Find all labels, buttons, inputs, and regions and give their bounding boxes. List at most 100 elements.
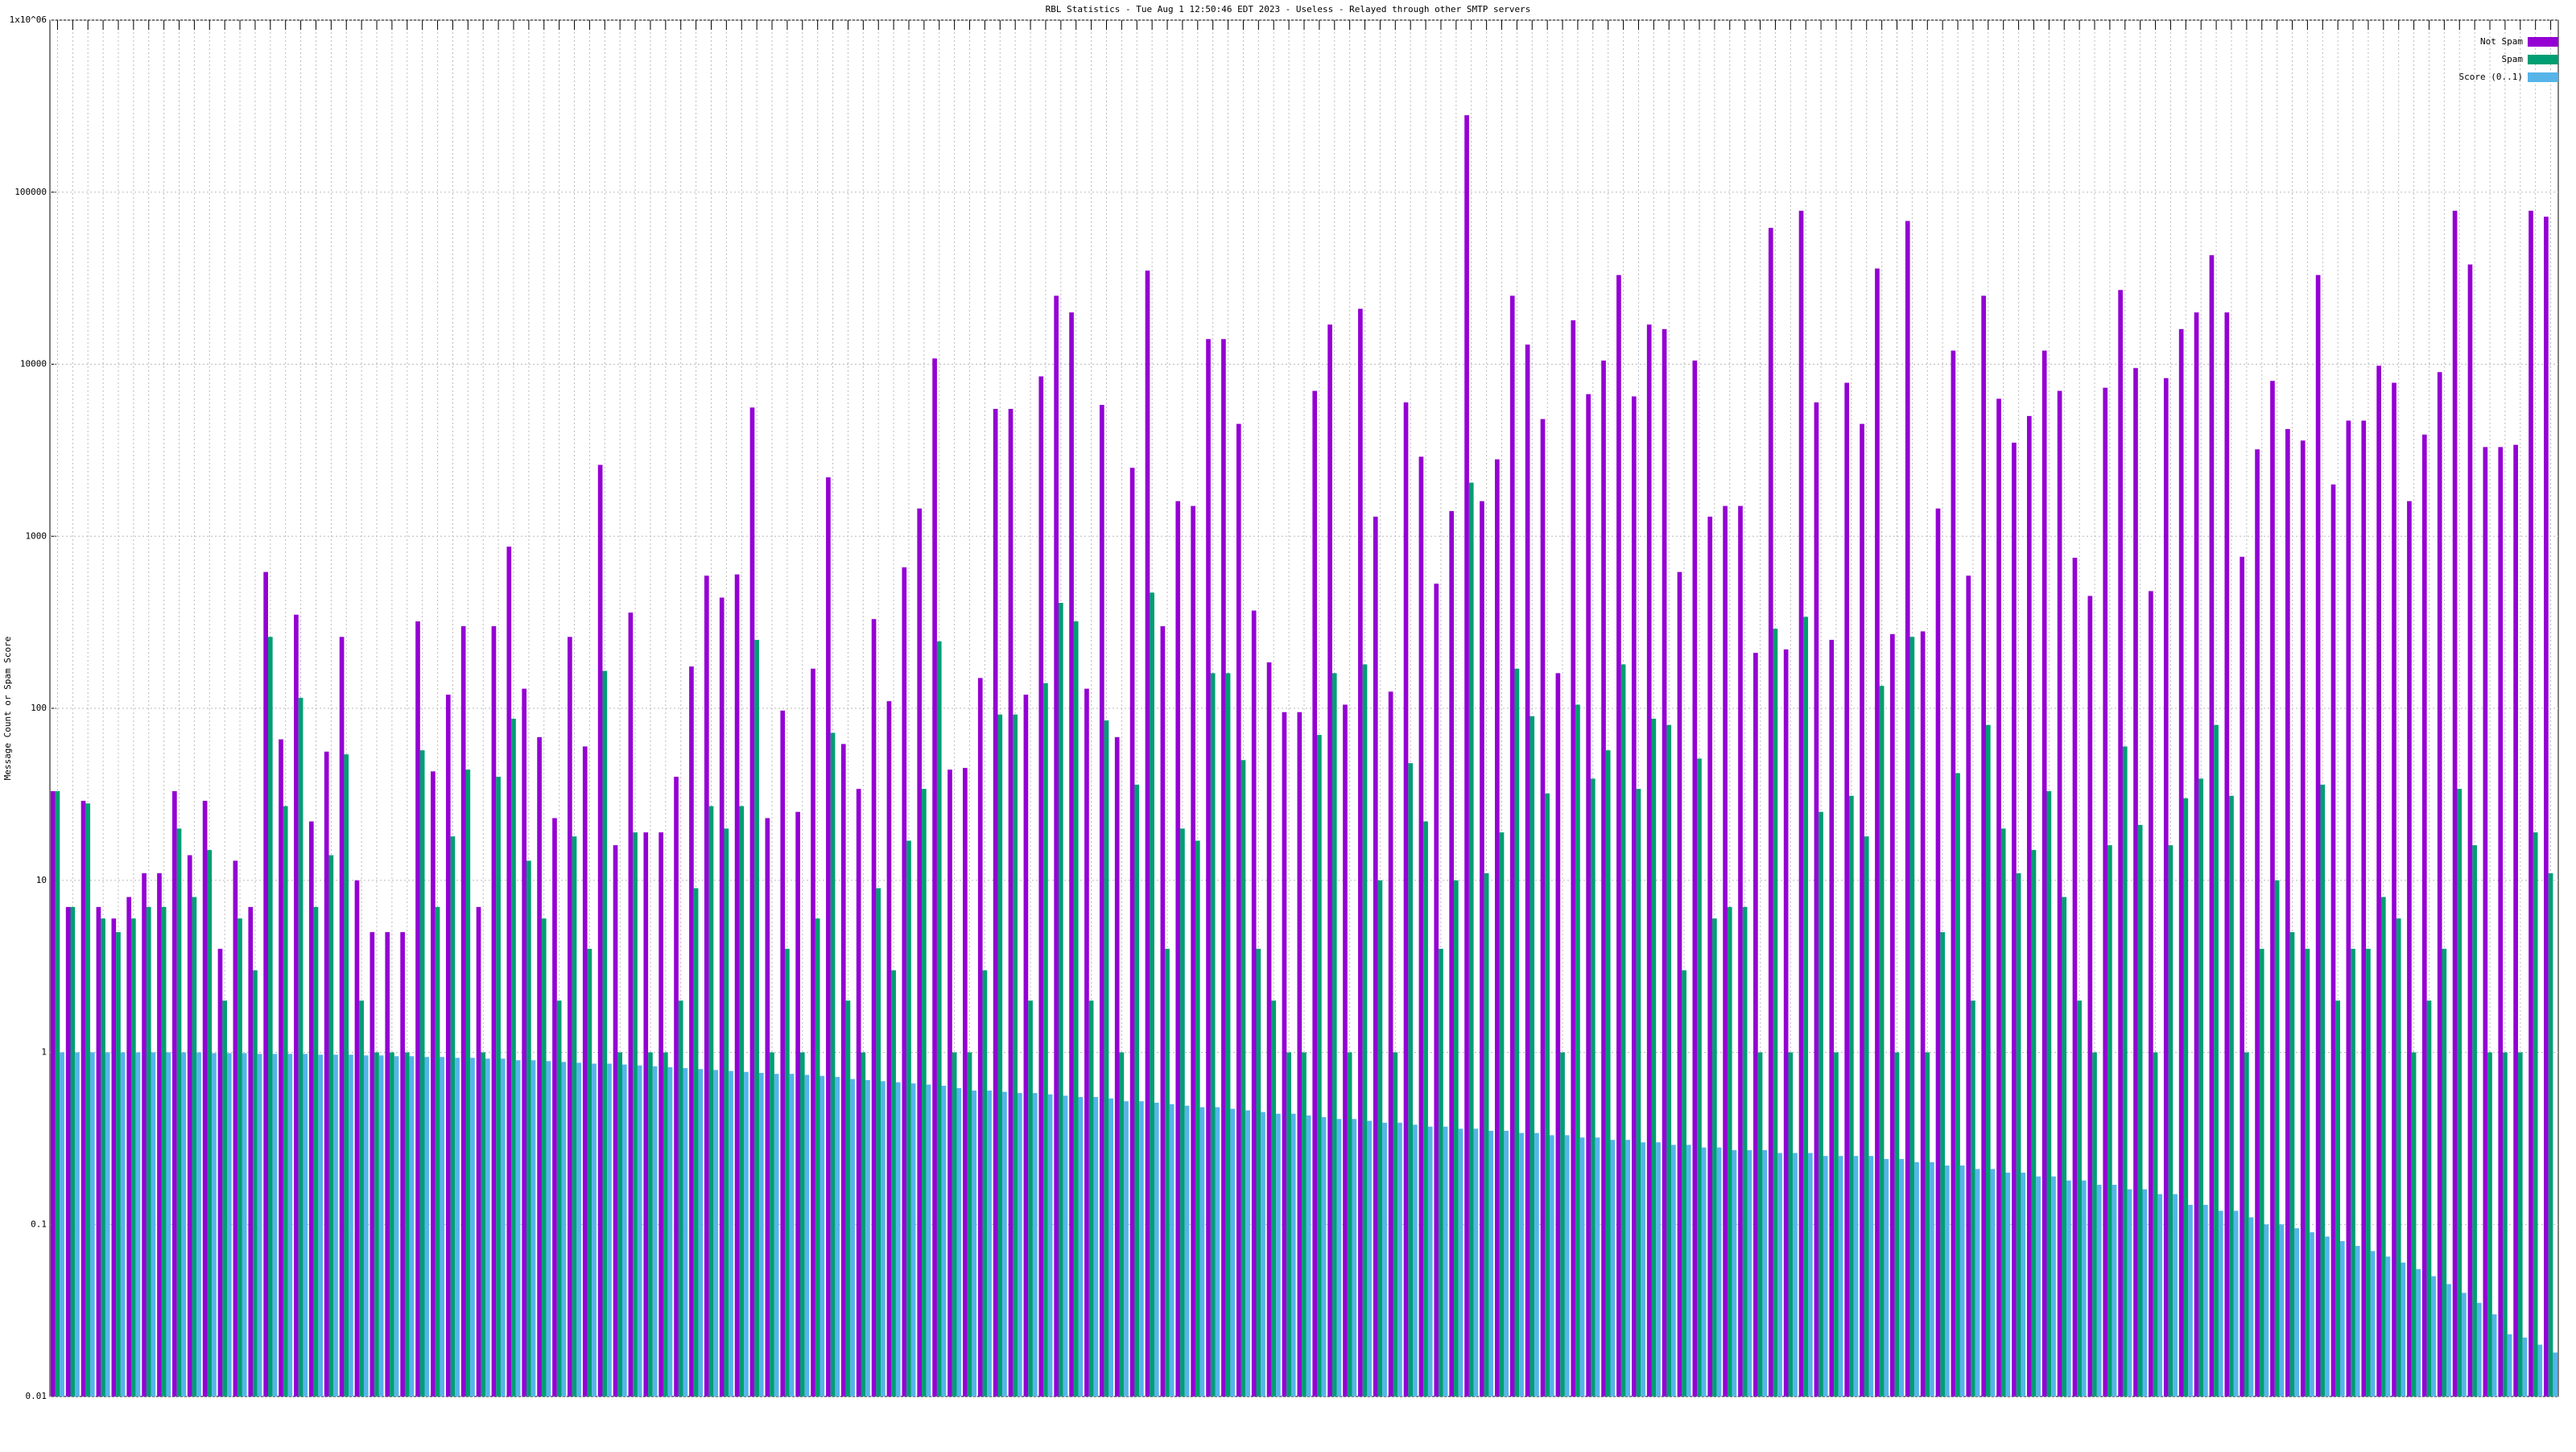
bar — [1023, 695, 1029, 1396]
bar — [952, 1052, 957, 1396]
bar — [689, 666, 694, 1396]
bar — [1707, 516, 1713, 1397]
bar — [1732, 1150, 1737, 1396]
bar — [500, 1058, 506, 1396]
bar — [1966, 575, 1971, 1396]
bar — [1914, 1161, 1919, 1396]
bar — [2320, 784, 2326, 1396]
bar — [2507, 1334, 2512, 1396]
bar — [2274, 880, 2280, 1396]
bar — [1620, 664, 1626, 1396]
bar — [1783, 649, 1789, 1396]
bar — [328, 855, 334, 1396]
bar — [997, 714, 1003, 1396]
bar — [541, 918, 547, 1396]
bar — [1458, 1128, 1463, 1396]
bar — [1393, 1052, 1398, 1396]
legend-label: Not Spam — [2480, 36, 2523, 47]
bar — [719, 597, 724, 1396]
bar — [2112, 1184, 2117, 1396]
y-axis-label: Message Count or Spam Score — [2, 637, 13, 781]
bar — [1191, 505, 1195, 1396]
bar — [404, 1052, 410, 1396]
bar — [2233, 1211, 2239, 1396]
bar — [1343, 704, 1348, 1396]
bar — [552, 818, 557, 1396]
bar — [1321, 1117, 1327, 1396]
bar — [1549, 1135, 1554, 1396]
bar — [1595, 1137, 1600, 1396]
bar — [628, 613, 634, 1396]
bar — [1773, 629, 1778, 1396]
bar — [1373, 516, 1378, 1397]
bar — [339, 637, 345, 1396]
bar — [172, 790, 177, 1396]
bar — [556, 1000, 562, 1396]
bar — [318, 1054, 323, 1396]
bar — [1803, 617, 1809, 1396]
bar — [470, 1058, 475, 1396]
bar — [2142, 1189, 2148, 1396]
bar — [774, 1074, 779, 1396]
bar — [445, 695, 451, 1396]
bar — [1002, 1091, 1007, 1396]
bar — [572, 836, 577, 1396]
bar — [1266, 662, 1272, 1396]
bar — [481, 1052, 486, 1396]
bar — [308, 821, 314, 1396]
bar — [1327, 324, 1332, 1396]
bar — [2173, 1194, 2178, 1396]
bar — [1944, 1165, 1950, 1396]
bar — [2300, 440, 2306, 1396]
bar — [902, 567, 907, 1396]
y-tick-label: 1x10^06 — [10, 14, 47, 25]
bar — [2066, 1180, 2071, 1396]
bar — [2285, 429, 2290, 1396]
bar — [390, 1052, 394, 1396]
bar — [222, 1000, 228, 1396]
bar — [795, 811, 800, 1396]
bar — [166, 1052, 171, 1396]
bar — [476, 906, 481, 1396]
bar — [2370, 1251, 2376, 1396]
bar — [2163, 377, 2169, 1396]
bar — [1480, 501, 1484, 1396]
bar — [910, 1083, 916, 1396]
bar — [2057, 390, 2062, 1396]
bar — [431, 771, 436, 1396]
bar — [698, 1069, 704, 1396]
bar — [2346, 420, 2351, 1396]
bar — [2103, 387, 2108, 1397]
bar — [1073, 621, 1079, 1396]
bar — [142, 872, 147, 1396]
bar — [120, 1052, 126, 1396]
bar — [1468, 482, 1474, 1397]
bar — [2051, 1176, 2056, 1396]
bar — [633, 832, 638, 1396]
bar — [1959, 1165, 1965, 1396]
bar — [207, 850, 213, 1396]
bar — [546, 1061, 551, 1396]
bar — [1641, 1142, 1645, 1396]
bar — [2401, 1262, 2406, 1396]
bar — [354, 880, 360, 1396]
bar — [2255, 449, 2260, 1396]
bar — [242, 1053, 247, 1396]
bar — [1753, 653, 1758, 1396]
bar — [85, 803, 91, 1396]
bar — [1206, 339, 1211, 1396]
bar — [202, 800, 208, 1396]
bar — [135, 1052, 141, 1396]
bar — [1154, 1103, 1159, 1396]
bar — [2168, 845, 2174, 1396]
bar — [2081, 1180, 2087, 1396]
bar — [835, 1076, 840, 1396]
bar — [1666, 724, 1672, 1396]
bar — [1899, 1158, 1905, 1396]
bar — [967, 1052, 972, 1396]
bar — [419, 750, 425, 1396]
bar — [374, 1052, 379, 1396]
bar — [1616, 274, 1621, 1397]
bar — [1358, 308, 1363, 1397]
